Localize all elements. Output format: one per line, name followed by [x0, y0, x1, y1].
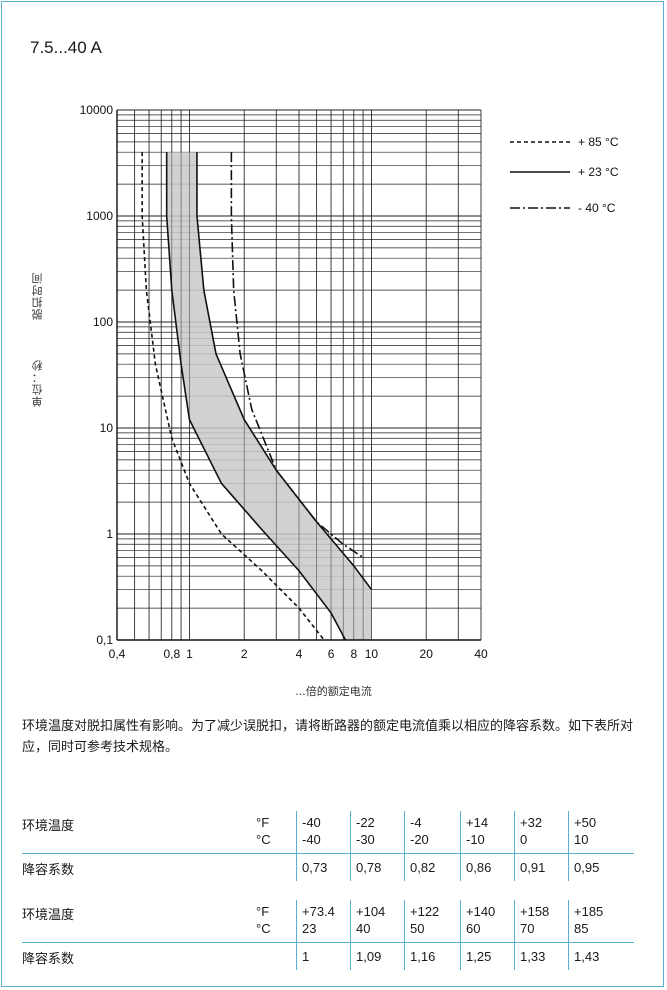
derating-note: 环境温度对脱扣属性有影响。为了减少误脱扣，请将断路器的额定电流值乘以相应的降容系… [22, 719, 634, 755]
row-separator [22, 942, 634, 943]
y-tick-label: 0,1 [96, 633, 113, 647]
series-solid-upper [196, 152, 373, 590]
temp-c-cell: -30 [356, 832, 375, 847]
column-divider [460, 811, 461, 881]
temp-c-cell: 50 [410, 921, 425, 936]
column-divider [568, 900, 569, 970]
factor-row-label: 降容系数 [22, 952, 75, 967]
temp-c-cell: 0 [520, 832, 528, 847]
temp-f-cell: +185 [574, 904, 604, 919]
column-divider [514, 900, 515, 970]
legend-label: - 40 °C [578, 201, 616, 215]
x-tick-label: 10 [365, 647, 379, 661]
temp-c-cell: -10 [466, 832, 485, 847]
temp-c-cell: 10 [574, 832, 589, 847]
temp-c-cell: 60 [466, 921, 481, 936]
column-divider [296, 900, 297, 970]
factor-cell: 1,09 [356, 949, 382, 964]
y-axis-label-unit: 单位：秒 [31, 359, 44, 408]
factor-cell: 0,82 [410, 860, 436, 875]
temp-f-cell: -40 [302, 815, 321, 830]
y-tick-label: 10 [100, 421, 114, 435]
y-tick-label: 100 [93, 315, 113, 329]
column-divider [296, 811, 297, 881]
factor-cell: 1 [302, 949, 310, 964]
unit-celsius: °C [256, 832, 271, 847]
series-dashdot-curve [230, 152, 364, 559]
x-tick-label: 1 [186, 647, 193, 661]
y-tick-label: 1 [106, 527, 113, 541]
x-tick-label: 4 [296, 647, 303, 661]
unit-celsius: °C [256, 921, 271, 936]
y-tick-label: 1000 [86, 209, 113, 223]
x-tick-label: 0,4 [109, 647, 126, 661]
legend-label: + 23 °C [578, 165, 619, 179]
column-divider [404, 900, 405, 970]
column-divider [404, 811, 405, 881]
temp-row-label: 环境温度 [22, 819, 75, 834]
factor-cell: 0,91 [520, 860, 546, 875]
factor-cell: 0,95 [574, 860, 600, 875]
x-tick-label: 2 [241, 647, 248, 661]
temp-f-cell: +104 [356, 904, 386, 919]
factor-row-label: 降容系数 [22, 863, 75, 878]
x-tick-label: 20 [420, 647, 434, 661]
temp-c-cell: 70 [520, 921, 535, 936]
factor-cell: 1,25 [466, 949, 492, 964]
factor-cell: 1,33 [520, 949, 546, 964]
unit-fahrenheit: °F [256, 904, 270, 919]
trip-curve-chart: 10000 1000 100 10 1 0,10,4 0,8 1 2 4 6 8 10 20 40 + 85 … [80, 103, 619, 661]
factor-cell: 0,86 [466, 860, 492, 875]
x-tick-label: 0,8 [163, 647, 180, 661]
row-separator [22, 853, 634, 854]
x-tick-label: 6 [328, 647, 335, 661]
temp-f-cell: +73.4 [302, 904, 335, 919]
series-dashed-curve [141, 152, 325, 641]
temp-f-cell: +140 [466, 904, 496, 919]
column-divider [350, 811, 351, 881]
temp-f-cell: +14 [466, 815, 489, 830]
x-tick-label: 8 [350, 647, 357, 661]
temp-f-cell: +50 [574, 815, 597, 830]
temp-f-cell: -4 [410, 815, 422, 830]
x-axis-label: ...倍的额定电流 [295, 685, 372, 698]
column-divider [460, 900, 461, 970]
temp-c-cell: -20 [410, 832, 429, 847]
temp-f-cell: -22 [356, 815, 375, 830]
page-title: 7.5...40 A [30, 38, 102, 57]
tolerance-band [166, 152, 372, 640]
legend-label: + 85 °C [578, 135, 619, 149]
temp-c-cell: 23 [302, 921, 317, 936]
temp-c-cell: 85 [574, 921, 589, 936]
temp-f-cell: +158 [520, 904, 550, 919]
factor-cell: 1,43 [574, 949, 600, 964]
factor-cell: 0,78 [356, 860, 382, 875]
column-divider [568, 811, 569, 881]
temp-f-cell: +32 [520, 815, 543, 830]
unit-fahrenheit: °F [256, 815, 270, 830]
temp-c-cell: -40 [302, 832, 321, 847]
temp-row-label: 环境温度 [22, 908, 75, 923]
y-axis-label-time: 脱扣时间 [31, 272, 44, 321]
factor-cell: 0,73 [302, 860, 328, 875]
column-divider [350, 900, 351, 970]
column-divider [514, 811, 515, 881]
x-tick-label: 40 [474, 647, 488, 661]
series-solid-lower [165, 152, 347, 641]
temp-f-cell: +122 [410, 904, 440, 919]
temp-c-cell: 40 [356, 921, 371, 936]
factor-cell: 1,16 [410, 949, 436, 964]
y-tick-label: 10000 [80, 103, 114, 117]
y-axis-label: 单位：秒 脱扣时间 [30, 240, 56, 440]
